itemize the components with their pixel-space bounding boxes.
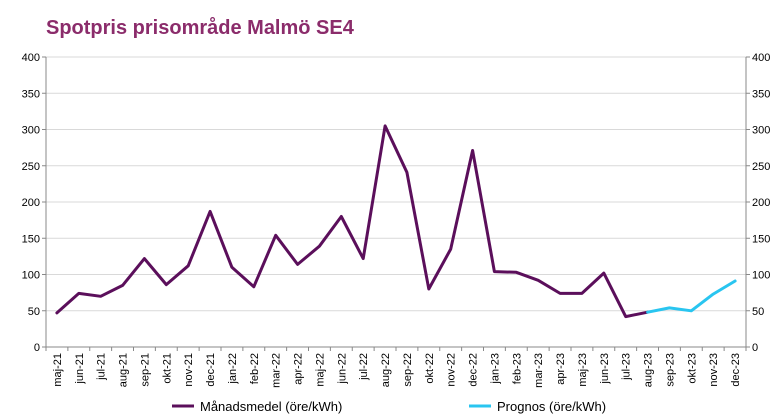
- x-tick-label: nov-23: [708, 353, 720, 387]
- x-tick-label: dec-23: [730, 353, 742, 387]
- y-tick-label-left: 100: [22, 270, 40, 282]
- legend-label: Prognos (öre/kWh): [497, 399, 606, 414]
- y-tick-label-left: 0: [34, 342, 40, 354]
- y-tick-label-left: 400: [22, 52, 40, 64]
- x-tick-label: mar-23: [533, 353, 545, 388]
- y-tick-label-right: 250: [752, 161, 770, 173]
- x-tick-label: jul-23: [621, 353, 633, 381]
- y-tick-label-left: 200: [22, 197, 40, 209]
- y-tick-label-left: 150: [22, 233, 40, 245]
- axes: [42, 56, 750, 351]
- x-tick-label: jun-22: [336, 353, 348, 385]
- y-tick-label-right: 100: [752, 270, 770, 282]
- y-tick-label-right: 200: [752, 197, 770, 209]
- x-tick-label: jul-22: [358, 353, 370, 381]
- series-lines: [55, 124, 737, 319]
- x-tick-label: jul-21: [96, 353, 108, 381]
- x-tick-label: maj-21: [52, 353, 64, 387]
- y-axis-right-ticks: 0 50 100 150 200 250 300 350 400: [752, 52, 770, 354]
- y-tick-label-right: 50: [752, 306, 764, 318]
- series-line-manadsmedel: [55, 124, 650, 319]
- y-tick-label-left: 300: [22, 125, 40, 137]
- x-tick-label: nov-22: [446, 353, 458, 387]
- x-axis-ticks: maj-21 jun-21 jul-21 aug-21 sep-21 okt-21 nov-…: [52, 353, 742, 388]
- y-tick-label-left: 50: [28, 306, 40, 318]
- y-tick-label-left: 350: [22, 88, 40, 100]
- y-axis-left-ticks: 0 50 100 150 200 250 300 350 400: [22, 52, 40, 354]
- y-tick-label-right: 0: [752, 342, 758, 354]
- x-tick-label: okt-23: [686, 353, 698, 384]
- x-tick-label: okt-22: [424, 353, 436, 384]
- x-tick-label: mar-22: [271, 353, 283, 388]
- x-tick-label: sep-21: [139, 353, 151, 387]
- y-tick-label-right: 150: [752, 233, 770, 245]
- legend: Månadsmedel (öre/kWh) Prognos (öre/kWh): [172, 399, 606, 414]
- chart-title: Spotpris prisområde Malmö SE4: [46, 17, 354, 39]
- legend-label: Månadsmedel (öre/kWh): [200, 399, 342, 414]
- x-tick-label: dec-22: [468, 353, 480, 387]
- y-tick-label-right: 350: [752, 88, 770, 100]
- x-tick-label: jan-23: [489, 353, 501, 385]
- x-tick-label: aug-21: [118, 353, 130, 387]
- x-tick-label: feb-22: [249, 353, 261, 384]
- x-tick-label: aug-22: [380, 353, 392, 387]
- x-tick-label: apr-23: [555, 353, 567, 385]
- x-tick-label: sep-22: [402, 353, 414, 387]
- x-tick-label: jun-21: [74, 353, 86, 385]
- y-tick-label-right: 400: [752, 52, 770, 64]
- x-tick-label: okt-21: [161, 353, 173, 384]
- x-tick-label: apr-22: [293, 353, 305, 385]
- x-tick-label: sep-23: [664, 353, 676, 387]
- x-tick-label: jun-23: [599, 353, 611, 385]
- gridlines: [46, 56, 746, 312]
- x-tick-label: nov-21: [183, 353, 195, 387]
- y-tick-label-right: 300: [752, 125, 770, 137]
- series-line-prognos: [646, 279, 737, 314]
- x-tick-label: maj-23: [577, 353, 589, 387]
- x-tick-label: jan-22: [227, 353, 239, 385]
- y-tick-label-left: 250: [22, 161, 40, 173]
- x-tick-label: dec-21: [205, 353, 217, 387]
- x-tick-label: maj-22: [314, 353, 326, 387]
- x-tick-label: feb-23: [511, 353, 523, 384]
- x-tick-label: aug-23: [643, 353, 655, 387]
